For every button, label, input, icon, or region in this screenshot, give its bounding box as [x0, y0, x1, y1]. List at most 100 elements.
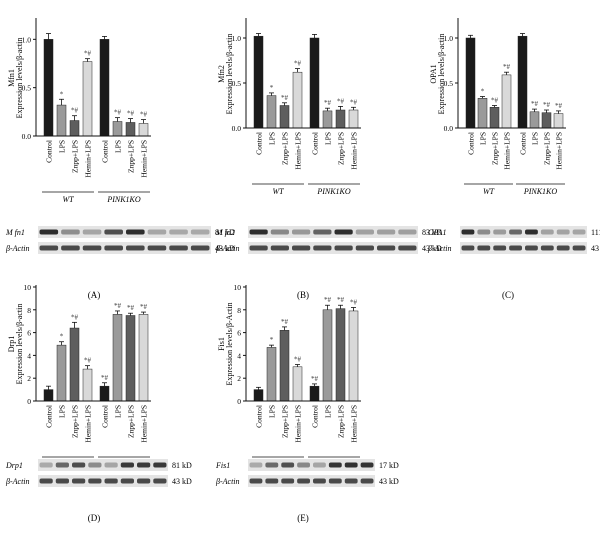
- blot-band: [82, 245, 102, 251]
- blot-band: [398, 229, 417, 235]
- x-tick-label: Hemin+LPS: [350, 405, 359, 443]
- blot-strip: [248, 242, 418, 254]
- y-axis-label-measure: Expression levels/β-actin: [15, 304, 24, 385]
- significance-label: *#: [350, 98, 358, 106]
- bar: [292, 366, 303, 402]
- y-tick-label: 0: [27, 397, 31, 406]
- group-label-pink1ko: PINK1KO: [106, 195, 141, 204]
- blot-band: [72, 478, 86, 484]
- blot-strip: [248, 226, 418, 238]
- blot-protein-label: β-Actin: [5, 477, 30, 486]
- blot-band: [461, 245, 475, 251]
- blot-band: [398, 245, 417, 251]
- y-tick-label: 0.0: [22, 132, 32, 141]
- bar: [489, 107, 500, 129]
- blot-band: [147, 245, 167, 251]
- significance-label: *#: [127, 304, 135, 312]
- blot-band: [355, 245, 374, 251]
- group-label-wt: WT: [272, 187, 284, 196]
- blot-band: [120, 462, 134, 468]
- bar: [309, 385, 320, 402]
- group-label-pink1ko: PINK1KO: [316, 187, 351, 196]
- significance-label: *#: [71, 313, 79, 321]
- blot-band: [556, 245, 570, 251]
- x-tick-label: Hemin+LPS: [140, 140, 149, 178]
- bar: [82, 61, 93, 137]
- significance-label: *#: [140, 303, 148, 311]
- bar: [335, 109, 346, 129]
- blot-band: [572, 229, 586, 235]
- x-tick-label: Hemin+LPS: [84, 140, 93, 178]
- bar: [541, 112, 552, 129]
- blot-band: [344, 478, 358, 484]
- blot-band: [147, 229, 167, 235]
- blot-band: [190, 229, 210, 235]
- blot-protein-label: Fis1: [215, 461, 230, 470]
- panel-label: (C): [502, 290, 514, 300]
- blot-protein-label: β-Actin: [215, 477, 240, 486]
- bar: [99, 385, 110, 402]
- x-tick-label: Znpp+LPS: [543, 132, 552, 165]
- blot-band: [61, 229, 80, 235]
- blot-size-label: 17 kD: [379, 461, 399, 470]
- significance-label: *#: [543, 101, 551, 109]
- significance-label: *: [60, 90, 64, 98]
- y-axis-label-measure: Expression levels/β-actin: [225, 34, 234, 115]
- blot-band: [540, 229, 554, 235]
- blot-band: [292, 229, 311, 235]
- significance-label: *#: [294, 60, 302, 68]
- significance-label: *#: [337, 97, 345, 105]
- blot-band: [281, 462, 295, 468]
- blot-size-label: 81 kD: [215, 228, 235, 237]
- y-tick-label: 0.5: [232, 79, 242, 88]
- blot-protein-label: β-Actin: [5, 244, 30, 253]
- blot-band: [249, 478, 263, 484]
- y-tick-label: 2: [27, 374, 31, 383]
- bar: [266, 95, 277, 129]
- blot-band: [328, 462, 342, 468]
- blot-size-label: 111 kD: [591, 228, 600, 237]
- chart-panel-mfn2: 0.0 0.5 1.0 Mfn2 Expression levels/β-actin * *…: [215, 18, 442, 300]
- blot-band: [126, 245, 145, 251]
- x-tick-label: Hemin+LPS: [350, 132, 359, 170]
- bar: [138, 123, 149, 137]
- blot-band: [169, 229, 188, 235]
- blot-protein-label: M fn1: [5, 228, 25, 237]
- y-tick-label: 6: [27, 329, 31, 338]
- blot-band: [249, 229, 268, 235]
- blot-band: [477, 245, 491, 251]
- panel-label: (A): [88, 290, 101, 300]
- blot-band: [39, 462, 53, 468]
- bar: [292, 71, 303, 129]
- blot-strip: [460, 242, 587, 254]
- blot-band: [377, 229, 396, 235]
- blot-band: [88, 462, 102, 468]
- bar: [253, 35, 264, 129]
- y-tick-label: 0.5: [22, 84, 32, 93]
- blot-band: [270, 229, 289, 235]
- blot-band: [88, 478, 102, 484]
- panel-label: (B): [297, 290, 309, 300]
- x-tick-label: Hemin+LPS: [84, 405, 93, 443]
- y-tick-label: 0.0: [232, 124, 242, 133]
- bar: [138, 314, 149, 402]
- group-label-wt: WT: [483, 187, 495, 196]
- blot-band: [313, 229, 332, 235]
- blot-band: [525, 229, 538, 235]
- x-tick-label: Control: [45, 140, 54, 163]
- x-tick-label: LPS: [114, 140, 123, 153]
- x-tick-label: Control: [519, 132, 528, 155]
- x-tick-label: Znpp+LPS: [127, 140, 136, 173]
- significance-label: *#: [350, 299, 358, 307]
- y-axis-label-protein: Mfn2: [217, 65, 226, 83]
- x-tick-label: Hemin+LPS: [555, 132, 564, 170]
- bar: [112, 121, 123, 137]
- x-tick-label: Control: [101, 140, 110, 163]
- x-tick-label: Znpp+LPS: [491, 132, 500, 165]
- y-axis-label-measure: Expression levels/β-Actin: [225, 303, 234, 386]
- blot-band: [556, 229, 570, 235]
- blot-band: [72, 462, 86, 468]
- x-tick-label: Control: [45, 405, 54, 428]
